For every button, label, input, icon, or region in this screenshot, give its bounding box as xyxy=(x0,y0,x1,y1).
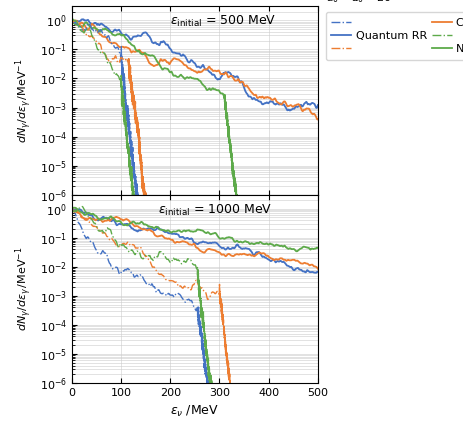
Text: $a_0=20$: $a_0=20$ xyxy=(350,0,391,6)
Legend: , Quantum RR, , Classical RR, , No RR: , Quantum RR, , Classical RR, , No RR xyxy=(325,12,463,60)
Text: $\varepsilon_\mathrm{initial}$ = 1000 MeV: $\varepsilon_\mathrm{initial}$ = 1000 Me… xyxy=(157,202,272,218)
Text: $a_0=4$: $a_0=4$ xyxy=(326,0,360,6)
X-axis label: $\varepsilon_\nu$ /MeV: $\varepsilon_\nu$ /MeV xyxy=(170,404,219,419)
Y-axis label: $dN_\gamma/d\varepsilon_\gamma\,/\mathrm{MeV}^{-1}$: $dN_\gamma/d\varepsilon_\gamma\,/\mathrm… xyxy=(13,58,34,143)
Y-axis label: $dN_\gamma/d\varepsilon_\gamma\,/\mathrm{MeV}^{-1}$: $dN_\gamma/d\varepsilon_\gamma\,/\mathrm… xyxy=(13,247,34,331)
Text: $\varepsilon_\mathrm{initial}$ = 500 MeV: $\varepsilon_\mathrm{initial}$ = 500 MeV xyxy=(170,14,276,30)
